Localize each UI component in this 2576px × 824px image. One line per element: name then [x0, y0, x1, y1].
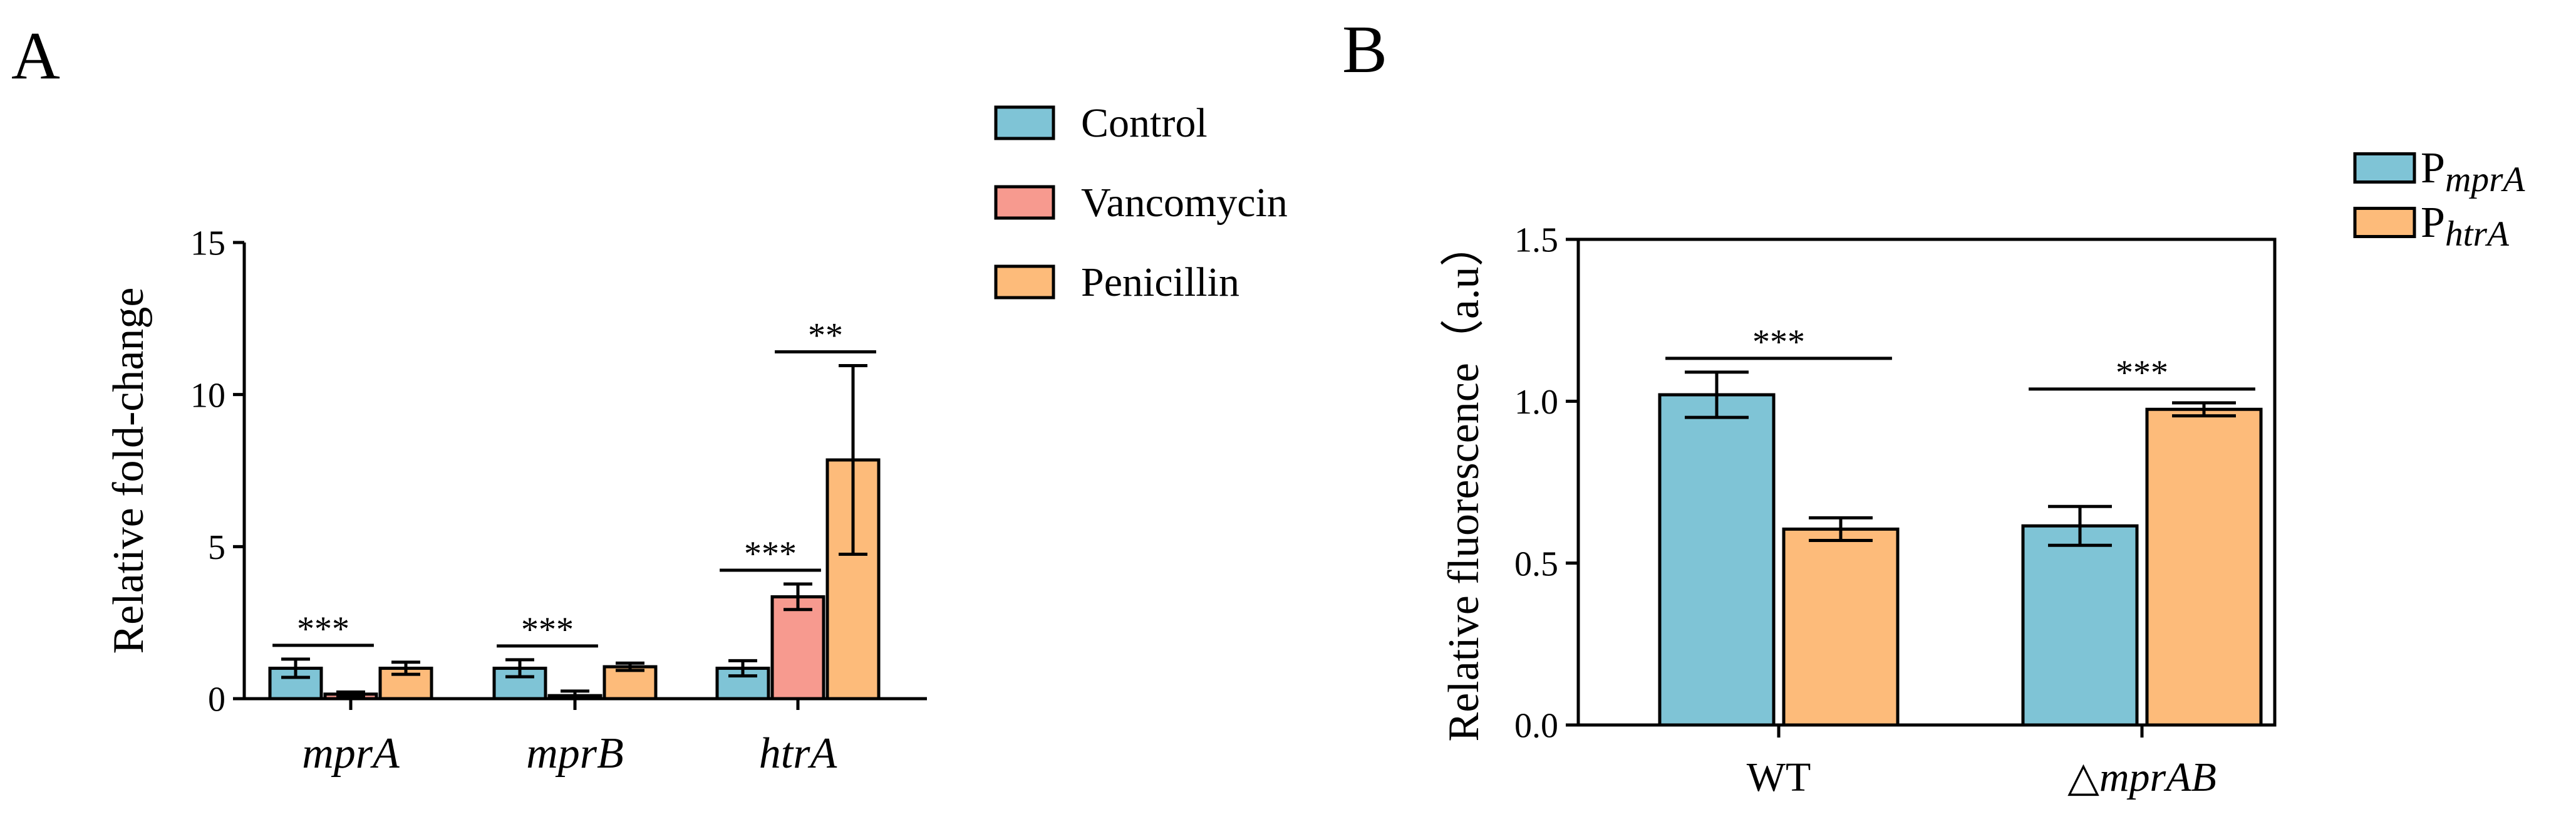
significance-label: ***: [521, 610, 574, 649]
plot-frame: [1576, 237, 2277, 727]
panel-b-plot: 0.0 0.5 1.0 1.5 Relative fluorescence（a.u） WT…: [1440, 221, 2277, 800]
category-italic: mprAB: [2099, 754, 2216, 800]
significance-label: **: [808, 316, 843, 355]
bar: [1782, 527, 1900, 727]
x-category-label: △mprAB: [2067, 754, 2216, 800]
legend-label-italic: mprA: [2445, 160, 2525, 199]
panel-a-legend: Control Vancomycin Penicillin: [994, 100, 1288, 305]
bar: [770, 595, 825, 701]
y-axis-label: Relative fold-change: [105, 287, 153, 654]
legend-label-italic: htrA: [2445, 214, 2510, 254]
legend-label: PhtrA: [2421, 199, 2510, 254]
bar: [715, 666, 770, 701]
bar: [1658, 393, 1776, 727]
legend-label-plain: P: [2421, 199, 2445, 247]
bar: [2145, 407, 2263, 727]
y-tick-label: 15: [190, 224, 225, 263]
legend-swatch: [994, 185, 1055, 220]
significance-label: ***: [1752, 323, 1805, 362]
legend-label: Control: [1081, 100, 1208, 146]
panel-a: A Control Vancomycin Penicillin 0 5 10 15 Rela…: [11, 19, 1288, 778]
y-tick-label: 0.0: [1514, 707, 1558, 746]
significance-label: ***: [297, 610, 349, 649]
significance-label: ***: [2116, 353, 2168, 392]
bar: [2021, 524, 2139, 727]
legend-swatch: [994, 264, 1055, 300]
y-tick-label: 0.5: [1514, 545, 1558, 583]
panel-b-label: B: [1342, 13, 1387, 87]
y-tick-label: 0: [208, 681, 225, 719]
y-tick-label: 1.5: [1514, 221, 1558, 260]
category-prefix: △: [2067, 754, 2099, 800]
legend-label: PmprA: [2421, 144, 2525, 199]
x-category-label: mprA: [302, 729, 400, 778]
y-tick-label: 1.0: [1514, 383, 1558, 422]
panel-a-label: A: [11, 19, 60, 93]
legend-swatch: [994, 105, 1055, 140]
y-tick-label: 5: [208, 528, 225, 567]
significance-label: ***: [744, 535, 797, 573]
y-axis-label: Relative fluorescence（a.u）: [1440, 223, 1488, 742]
x-category-label: WT: [1747, 754, 1811, 800]
x-category-label: mprB: [526, 729, 624, 778]
y-tick-label: 10: [190, 376, 225, 415]
legend-label: Penicillin: [1081, 259, 1239, 305]
x-category-label: htrA: [759, 729, 837, 778]
legend-swatch: [2353, 207, 2416, 238]
legend-label: Vancomycin: [1081, 180, 1288, 226]
legend-swatch: [2353, 152, 2416, 184]
legend-label-plain: P: [2421, 144, 2445, 192]
panel-a-plot: 0 5 10 15 Relative fold-change mprA mprB htrA **…: [105, 224, 927, 778]
